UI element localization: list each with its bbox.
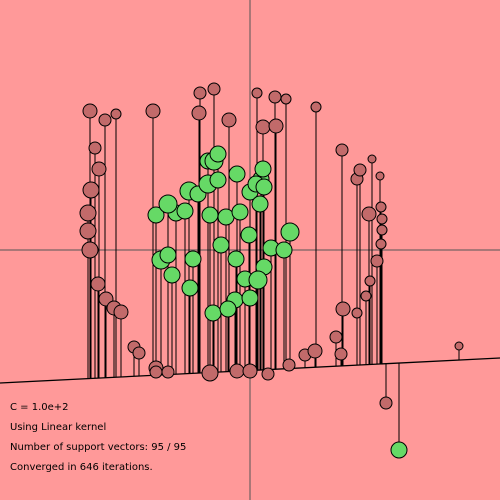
data-point-positive	[159, 246, 177, 264]
data-point-negative	[81, 241, 99, 259]
data-point-positive	[390, 441, 408, 459]
data-point-positive	[248, 270, 268, 290]
data-point-negative	[207, 82, 221, 96]
data-point-negative	[82, 181, 100, 199]
data-point-positive	[147, 206, 165, 224]
data-point-negative	[149, 365, 163, 379]
data-point-positive	[204, 304, 222, 322]
data-point-negative	[361, 206, 377, 222]
data-point-negative	[379, 396, 393, 410]
data-point-negative	[255, 119, 271, 135]
data-point-positive	[181, 279, 199, 297]
data-point-negative	[161, 365, 175, 379]
iterations-label: Converged in 646 iterations.	[10, 462, 153, 473]
data-point-positive	[240, 226, 258, 244]
data-point-negative	[334, 347, 348, 361]
data-point-negative	[454, 341, 464, 351]
data-point-positive	[255, 178, 273, 196]
data-point-negative	[201, 364, 219, 382]
data-point-negative	[242, 363, 258, 379]
support-vectors-label: Number of support vectors: 95 / 95	[10, 442, 187, 453]
data-point-positive	[227, 250, 245, 268]
data-point-negative	[310, 101, 322, 113]
data-point-negative	[268, 118, 284, 134]
data-point-negative	[191, 105, 207, 121]
data-point-negative	[335, 143, 349, 157]
data-point-positive	[209, 145, 227, 163]
data-point-positive	[212, 236, 230, 254]
data-point-positive	[184, 250, 202, 268]
data-point-negative	[98, 113, 112, 127]
data-point-positive	[228, 165, 246, 183]
data-point-positive	[209, 171, 227, 189]
data-point-negative	[364, 275, 376, 287]
data-point-negative	[145, 103, 161, 119]
data-point-negative	[360, 290, 372, 302]
data-point-negative	[370, 254, 384, 268]
data-point-negative	[376, 224, 388, 236]
data-point-negative	[375, 201, 387, 213]
data-point-negative	[367, 154, 377, 164]
data-point-negative	[251, 87, 263, 99]
kernel-label: Using Linear kernel	[10, 422, 107, 433]
data-point-negative	[79, 222, 97, 240]
data-point-negative	[351, 307, 363, 319]
data-point-negative	[110, 108, 122, 120]
data-point-negative	[82, 103, 98, 119]
data-point-negative	[329, 330, 343, 344]
data-point-negative	[88, 141, 102, 155]
data-point-negative	[229, 363, 245, 379]
data-point-negative	[375, 238, 387, 250]
data-point-negative	[79, 204, 97, 222]
data-points	[79, 82, 464, 459]
data-point-positive	[254, 160, 272, 178]
data-point-negative	[280, 93, 292, 105]
data-point-positive	[231, 203, 249, 221]
data-point-negative	[132, 346, 146, 360]
data-point-positive	[176, 202, 194, 220]
data-point-negative	[268, 90, 282, 104]
data-point-negative	[221, 112, 237, 128]
data-point-negative	[335, 301, 351, 317]
data-point-positive	[275, 241, 293, 259]
data-point-positive	[158, 194, 178, 214]
data-point-negative	[376, 213, 388, 225]
data-point-negative	[193, 86, 207, 100]
data-point-negative	[307, 343, 323, 359]
data-point-positive	[201, 206, 219, 224]
data-point-negative	[90, 276, 106, 292]
data-point-positive	[163, 266, 181, 284]
data-point-negative	[282, 358, 296, 372]
data-point-negative	[91, 161, 107, 177]
data-point-negative	[261, 367, 275, 381]
data-point-positive	[251, 195, 269, 213]
data-point-negative	[113, 304, 129, 320]
data-point-positive	[280, 222, 300, 242]
data-point-positive	[219, 300, 237, 318]
data-point-negative	[375, 171, 385, 181]
data-point-positive	[241, 289, 259, 307]
c-parameter-label: C = 1.0e+2	[10, 402, 69, 413]
data-point-negative	[353, 163, 367, 177]
